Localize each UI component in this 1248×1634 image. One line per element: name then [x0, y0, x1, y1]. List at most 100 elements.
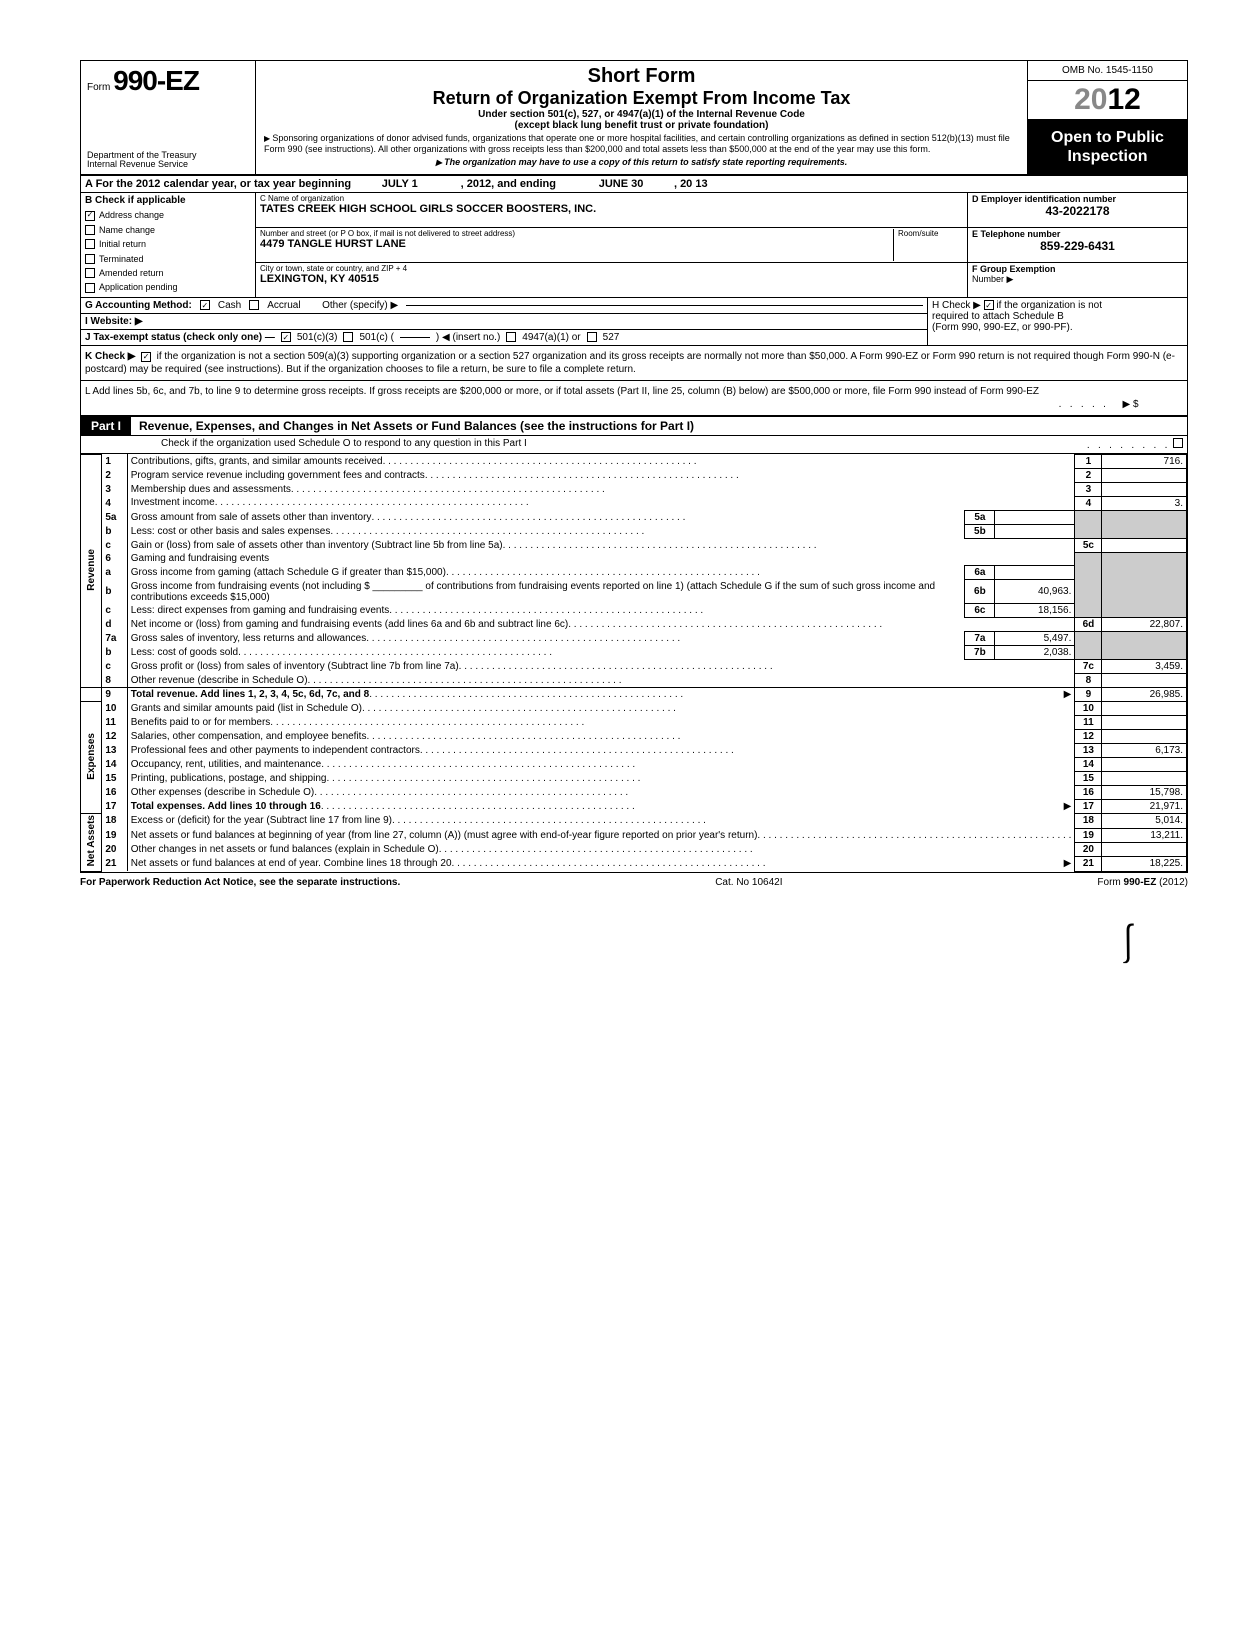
line-6-desc: Gaming and fundraising events	[127, 552, 1075, 566]
city-label: City or town, state or country, and ZIP …	[260, 264, 963, 273]
line-16-desc: Other expenses (describe in Schedule O)	[131, 787, 314, 798]
line-20-val	[1102, 842, 1187, 856]
line-h: H Check ▶ ✓ if the organization is not r…	[927, 298, 1187, 346]
check-label-5: Application pending	[99, 280, 178, 294]
4947-checkbox[interactable]	[506, 332, 516, 342]
line-h-checkbox[interactable]: ✓	[984, 300, 994, 310]
line-8-val	[1102, 674, 1187, 688]
open-line1: Open to Public	[1032, 128, 1183, 147]
line-7a-desc: Gross sales of inventory, less returns a…	[131, 633, 366, 644]
department: Department of the Treasury Internal Reve…	[87, 151, 249, 171]
tel-label: E Telephone number	[972, 229, 1183, 239]
line-l-text: L Add lines 5b, 6c, and 7b, to line 9 to…	[85, 385, 1039, 398]
check-label-0: Address change	[99, 208, 164, 222]
checkbox-4[interactable]	[85, 268, 95, 278]
501c-checkbox[interactable]	[343, 332, 353, 342]
part-1-subheader: Check if the organization used Schedule …	[81, 436, 1187, 454]
line-6d-num: d	[102, 618, 127, 632]
501c3-checkbox[interactable]: ✓	[281, 332, 291, 342]
line-18-num: 18	[102, 814, 127, 828]
checkbox-0[interactable]: ✓	[85, 211, 95, 221]
line-9-val: 26,985.	[1102, 688, 1187, 702]
line-14-desc: Occupancy, rent, utilities, and maintena…	[131, 759, 321, 770]
line-18-desc: Excess or (deficit) for the year (Subtra…	[131, 815, 392, 826]
line-18-no: 18	[1075, 814, 1102, 828]
line-20-no: 20	[1075, 842, 1102, 856]
line-h-text: if the organization is not	[996, 300, 1102, 311]
527-checkbox[interactable]	[587, 332, 597, 342]
tel-value: 859-229-6431	[972, 239, 1183, 253]
line-7a-subval: 5,497.	[995, 632, 1075, 646]
line-l: L Add lines 5b, 6c, and 7b, to line 9 to…	[81, 381, 1187, 417]
revenue-side-label: Revenue	[81, 454, 102, 688]
line-5a-subval	[995, 510, 1075, 524]
line-5b-desc: Less: cost or other basis and sales expe…	[131, 526, 331, 537]
line-6a-num: a	[102, 566, 127, 580]
part-1-sub-text: Check if the organization used Schedule …	[161, 438, 527, 451]
line-7c-val: 3,459.	[1102, 660, 1187, 674]
line-10-num: 10	[102, 702, 127, 716]
form-number-value: 990-EZ	[113, 65, 199, 96]
line-7b-desc: Less: cost of goods sold	[131, 647, 238, 658]
line-g: G Accounting Method: ✓ Cash Accrual Othe…	[81, 298, 927, 314]
line-10-val	[1102, 702, 1187, 716]
group-number: Number ▶	[972, 274, 1183, 285]
line-12-val	[1102, 730, 1187, 744]
line-4-num: 4	[102, 496, 127, 510]
line-13-num: 13	[102, 744, 127, 758]
part-1-header: Part I Revenue, Expenses, and Changes in…	[81, 417, 1187, 436]
line-15-num: 15	[102, 772, 127, 786]
line-8-no: 8	[1075, 674, 1102, 688]
line-6c-subno: 6c	[965, 604, 995, 618]
line-13-val: 6,173.	[1102, 744, 1187, 758]
subtitle-2: (except black lung benefit trust or priv…	[264, 120, 1019, 131]
line-j: J Tax-exempt status (check only one) — ✓…	[81, 330, 927, 346]
checkbox-3[interactable]	[85, 254, 95, 264]
tax-year: 2012	[1028, 81, 1187, 120]
line-16-num: 16	[102, 786, 127, 800]
check-item-3: Terminated	[85, 252, 251, 266]
line-8-desc: Other revenue (describe in Schedule O)	[131, 675, 308, 686]
line-6c-desc: Less: direct expenses from gaming and fu…	[131, 605, 389, 616]
line-7b-subno: 7b	[965, 646, 995, 660]
line-15-no: 15	[1075, 772, 1102, 786]
checkbox-2[interactable]	[85, 239, 95, 249]
omb-number: OMB No. 1545-1150	[1028, 61, 1187, 81]
line-7c-num: c	[102, 660, 127, 674]
line-1-num: 1	[102, 454, 127, 468]
open-to-public: Open to Public Inspection	[1028, 120, 1187, 174]
line-h-text4: (Form 990, 990-EZ, or 990-PF).	[932, 322, 1073, 333]
schedule-o-checkbox[interactable]	[1173, 438, 1183, 448]
fine-print-2: The organization may have to use a copy …	[264, 157, 1019, 168]
line-a-suffix: , 20 13	[674, 178, 708, 190]
section-c: C Name of organization TATES CREEK HIGH …	[256, 193, 967, 296]
checkbox-5[interactable]	[85, 283, 95, 293]
line-9-no: 9	[1075, 688, 1102, 702]
line-k-checkbox[interactable]: ✓	[141, 352, 151, 362]
checkbox-1[interactable]	[85, 225, 95, 235]
line-17-num: 17	[102, 800, 127, 814]
street-label: Number and street (or P O box, if mail i…	[260, 229, 893, 238]
line-a-end: JUNE 30	[599, 178, 644, 190]
line-5c-num: c	[102, 538, 127, 552]
line-2-desc: Program service revenue including govern…	[131, 470, 425, 481]
line-h-prefix: H Check ▶	[932, 300, 981, 311]
page-footer: For Paperwork Reduction Act Notice, see …	[80, 873, 1188, 892]
line-5c-no: 5c	[1075, 538, 1102, 552]
line-11-no: 11	[1075, 716, 1102, 730]
cash-checkbox[interactable]: ✓	[200, 300, 210, 310]
accrual-checkbox[interactable]	[249, 300, 259, 310]
line-6d-desc: Net income or (loss) from gaming and fun…	[131, 619, 568, 630]
line-13-desc: Professional fees and other payments to …	[131, 745, 420, 756]
line-11-desc: Benefits paid to or for members	[131, 717, 271, 728]
line-1-desc: Contributions, gifts, grants, and simila…	[131, 456, 383, 467]
line-6b-subval: 40,963.	[995, 580, 1075, 604]
street-address: 4479 TANGLE HURST LANE	[260, 238, 893, 250]
line-g-label: G Accounting Method:	[85, 300, 192, 311]
line-6b-num: b	[102, 580, 127, 604]
line-6c-num: c	[102, 604, 127, 618]
line-6d-no: 6d	[1075, 618, 1102, 632]
line-7c-desc: Gross profit or (loss) from sales of inv…	[131, 661, 459, 672]
line-6b-desc: Gross income from fundraising events (no…	[127, 580, 965, 604]
line-2-no: 2	[1075, 468, 1102, 482]
